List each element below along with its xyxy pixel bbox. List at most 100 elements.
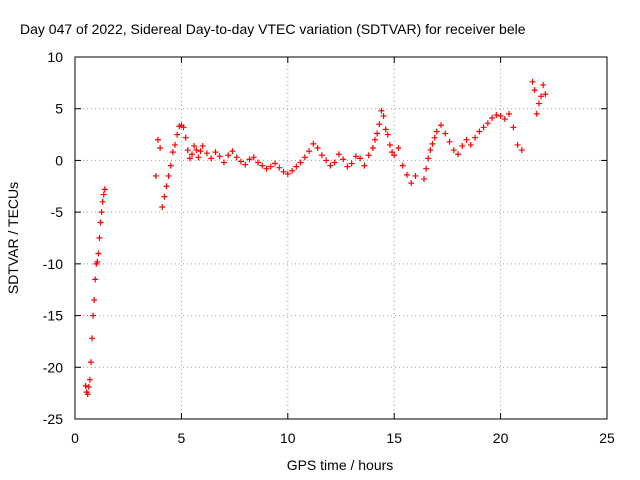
data-point (476, 128, 483, 135)
data-point (450, 147, 457, 154)
data-point (169, 149, 176, 156)
data-point (82, 382, 89, 389)
data-point (399, 162, 406, 169)
data-point (199, 142, 206, 149)
data-point (365, 152, 372, 159)
y-tick-label: -15 (43, 308, 63, 324)
data-point (91, 297, 98, 304)
data-point (493, 111, 500, 118)
data-point (99, 198, 106, 205)
data-point (391, 152, 398, 159)
y-tick-label: -10 (43, 256, 63, 272)
data-point (501, 116, 508, 123)
data-point (259, 162, 266, 169)
data-point (372, 136, 379, 143)
data-point (438, 122, 445, 129)
data-point (489, 115, 496, 122)
data-point (314, 145, 321, 152)
data-point (542, 91, 549, 98)
data-point (216, 153, 223, 160)
data-point (344, 163, 351, 170)
data-point (212, 149, 219, 156)
data-point (384, 131, 391, 138)
data-point (306, 148, 313, 155)
data-point (533, 110, 540, 117)
data-point (420, 176, 427, 183)
data-point (433, 128, 440, 135)
data-point (301, 154, 308, 161)
data-point (89, 335, 96, 342)
data-point (431, 134, 438, 141)
data-point (225, 152, 232, 159)
data-point (442, 130, 449, 137)
x-axis-label: GPS time / hours (287, 457, 394, 473)
chart-title: Day 047 of 2022, Sidereal Day-to-day VTE… (20, 21, 526, 37)
x-tick-label: 5 (178, 430, 186, 446)
data-point (180, 124, 187, 131)
y-tick-label: 0 (55, 152, 63, 168)
data-point (540, 81, 547, 88)
data-point (90, 312, 97, 319)
data-point (191, 142, 198, 149)
x-tick-label: 15 (386, 430, 402, 446)
data-point (197, 148, 204, 155)
y-axis-label: SDTVAR / TECUs (5, 182, 21, 294)
data-point (263, 165, 270, 172)
data-point (380, 112, 387, 119)
y-tick-label: 10 (47, 49, 63, 65)
data-point (318, 152, 325, 159)
data-point (510, 124, 517, 131)
y-tick-label: -25 (43, 411, 63, 427)
data-point (297, 159, 304, 166)
data-point (395, 145, 402, 152)
data-point (276, 164, 283, 171)
data-point (165, 172, 172, 179)
data-point (242, 161, 249, 168)
data-point (92, 276, 99, 283)
plot-frame (74, 56, 608, 420)
data-point (335, 151, 342, 158)
data-point (467, 141, 474, 148)
x-tick-label: 10 (280, 430, 296, 446)
data-point (101, 186, 108, 193)
data-point (403, 171, 410, 178)
data-point (208, 155, 215, 162)
data-point (340, 156, 347, 163)
data-point (203, 150, 210, 157)
x-tick-label: 20 (493, 430, 509, 446)
data-point (167, 162, 174, 169)
data-point (267, 163, 274, 170)
data-point (293, 163, 300, 170)
data-point (97, 219, 104, 226)
data-point (229, 148, 236, 155)
data-point (518, 147, 525, 154)
data-point (506, 110, 513, 117)
data-point (331, 159, 338, 166)
data-point (310, 140, 317, 147)
data-point (284, 170, 291, 177)
data-point (220, 159, 227, 166)
data-point (408, 180, 415, 187)
data-point (352, 153, 359, 160)
data-point (157, 145, 164, 152)
data-point (463, 136, 470, 143)
data-point (172, 141, 179, 148)
data-point (425, 155, 432, 162)
data-point (357, 155, 364, 162)
data-point (427, 147, 434, 154)
y-tick-label: -5 (51, 204, 64, 220)
data-point (98, 209, 105, 216)
data-point (386, 141, 393, 148)
data-point (412, 172, 419, 179)
data-point (429, 140, 436, 147)
data-point (378, 107, 385, 114)
y-tick-label: -20 (43, 359, 63, 375)
data-point (195, 154, 202, 161)
data-point (472, 134, 479, 141)
data-points (82, 78, 549, 398)
data-point (182, 134, 189, 141)
data-point (233, 154, 240, 161)
data-point (348, 160, 355, 167)
data-point (237, 158, 244, 165)
data-point (455, 151, 462, 158)
